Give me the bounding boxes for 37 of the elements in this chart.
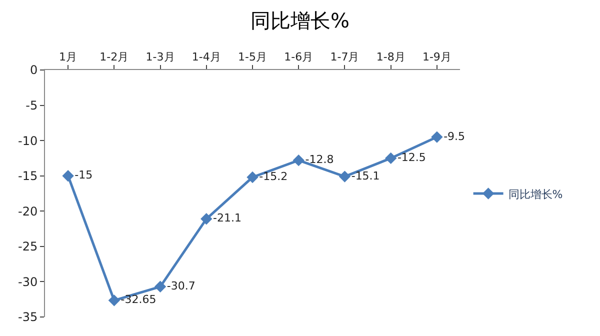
point [292,154,304,166]
point [62,170,74,182]
data-label: -15.2 [259,170,288,184]
data-label: -15 [74,168,93,182]
x-tick-label: 1-7月 [330,50,360,64]
point [246,171,258,184]
y-tick-label: -25 [18,240,38,254]
y-tick-label: -20 [18,204,38,218]
y-tick-label: -15 [18,169,38,184]
x-tick-label: 1-9月 [422,50,452,64]
y-tick-label: -5 [26,98,38,112]
data-label: -12.8 [305,153,334,166]
point [200,213,212,225]
x-tick-label: 1月 [59,50,78,64]
x-tick-label: 1-5月 [238,50,267,64]
point [431,131,443,143]
data-label: -15.1 [351,169,380,182]
x-tick-label: 1-4月 [192,50,221,64]
point [384,152,397,164]
point [108,294,120,306]
y-tick-label: -35 [18,310,38,324]
y-tick-label: 0 [30,63,38,78]
legend-label: 同比增长% [508,188,563,201]
data-label: -32.65 [120,293,156,306]
x-tick-label: 1-6月 [284,50,314,64]
x-tick-label: 1-2月 [100,50,129,64]
y-tick-label: -10 [18,134,38,148]
data-label: -21.1 [213,212,242,225]
data-label: -9.5 [444,130,466,143]
data-label: -12.5 [397,150,426,164]
point [338,170,351,182]
x-tick-label: 1-3月 [146,50,175,64]
point [154,280,166,292]
x-tick-label: 1-8月 [376,50,406,64]
data-label: -30.7 [166,279,196,292]
y-tick-label: -30 [18,274,38,289]
chart-title: 同比增长% [250,8,350,32]
